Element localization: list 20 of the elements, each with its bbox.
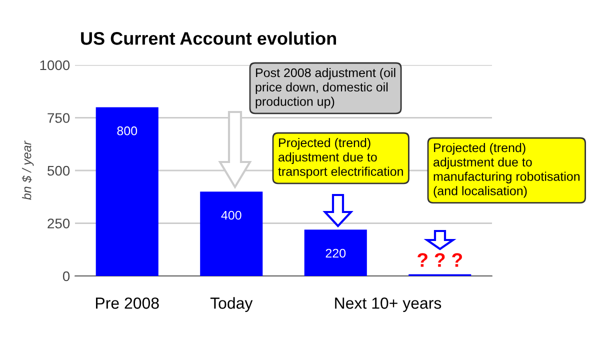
x-tick-label: Next 10+ years (335, 298, 442, 312)
annotation: Projected (trend) adjustment due to manufacturing robotisation (and localisation) (434, 143, 580, 198)
bar (304, 230, 367, 276)
y-tick-label: 0 (62, 271, 70, 282)
data-label: 400 (221, 210, 242, 220)
data-label: 220 (326, 248, 346, 258)
x-tick-label: Pre 2008 (96, 298, 159, 309)
annotation: ? ? ? (418, 253, 462, 267)
y-tick-label: 1000 (40, 60, 70, 70)
chart-title: US Current Account evolution (81, 32, 336, 45)
y-axis-title: bn $ / year (22, 140, 34, 200)
y-tick-label: 750 (48, 113, 70, 123)
bar (200, 192, 263, 276)
x-tick-label: Today (210, 297, 253, 312)
annotation: Projected (trend) adjustment due to transport electrification (278, 138, 403, 178)
data-label: 800 (117, 126, 138, 136)
y-tick-label: 500 (48, 166, 70, 176)
bar (96, 107, 158, 276)
y-tick-label: 250 (48, 218, 70, 228)
annotation: Post 2008 adjustment (oil price down, domestic oil production up) (256, 68, 396, 108)
